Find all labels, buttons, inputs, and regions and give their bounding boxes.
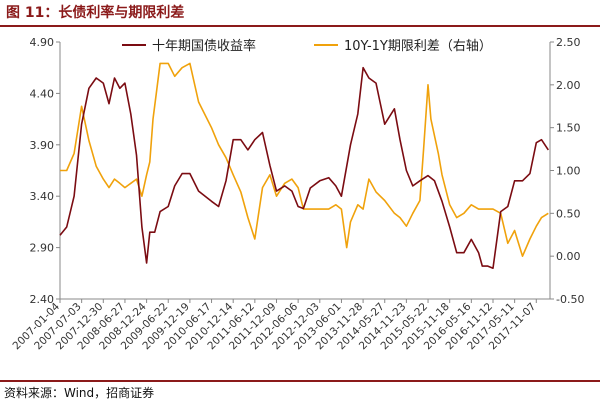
y-right-tick-label: 2.50 bbox=[556, 36, 581, 49]
y-left-tick-label: 2.90 bbox=[30, 242, 55, 255]
y-left-tick-label: 2.40 bbox=[30, 293, 55, 306]
title-rule bbox=[0, 25, 600, 27]
y-left-tick-label: 3.90 bbox=[30, 139, 55, 152]
tick-labels: 2.40 2.90 3.40 3.90 4.40 4.90 -0.50 0.00 0.50 1.0… bbox=[10, 36, 584, 352]
axes bbox=[56, 41, 554, 303]
legend: 十年期国债收益率 10Y-1Y期限利差（右轴） bbox=[122, 38, 492, 54]
y-right-tick-label: -0.50 bbox=[556, 293, 584, 306]
legend-label-series-1: 十年期国债收益率 bbox=[152, 38, 256, 54]
y-left-tick-label: 4.90 bbox=[30, 36, 55, 49]
series-line-1 bbox=[59, 66, 549, 269]
y-right-tick-label: 0.00 bbox=[556, 250, 581, 263]
y-right-tick-label: 1.00 bbox=[556, 165, 581, 178]
y-right-tick-label: 1.50 bbox=[556, 122, 581, 135]
y-left-tick-label: 4.40 bbox=[30, 87, 55, 100]
footer-rule bbox=[0, 380, 600, 382]
source-note: 资料来源：Wind，招商证券 bbox=[4, 386, 155, 400]
chart: 十年期国债收益率 10Y-1Y期限利差（右轴） 2.40 2.90 3.40 3.90… bbox=[10, 36, 584, 352]
y-right-tick-label: 2.00 bbox=[556, 79, 581, 92]
legend-label-series-2: 10Y-1Y期限利差（右轴） bbox=[344, 39, 492, 54]
y-left-tick-label: 3.40 bbox=[30, 190, 55, 203]
y-right-tick-label: 0.50 bbox=[556, 207, 581, 220]
series-lines bbox=[59, 62, 549, 269]
series-line-2 bbox=[60, 62, 549, 257]
figure-title: 图 11：长债利率与期限利差 bbox=[6, 5, 185, 21]
